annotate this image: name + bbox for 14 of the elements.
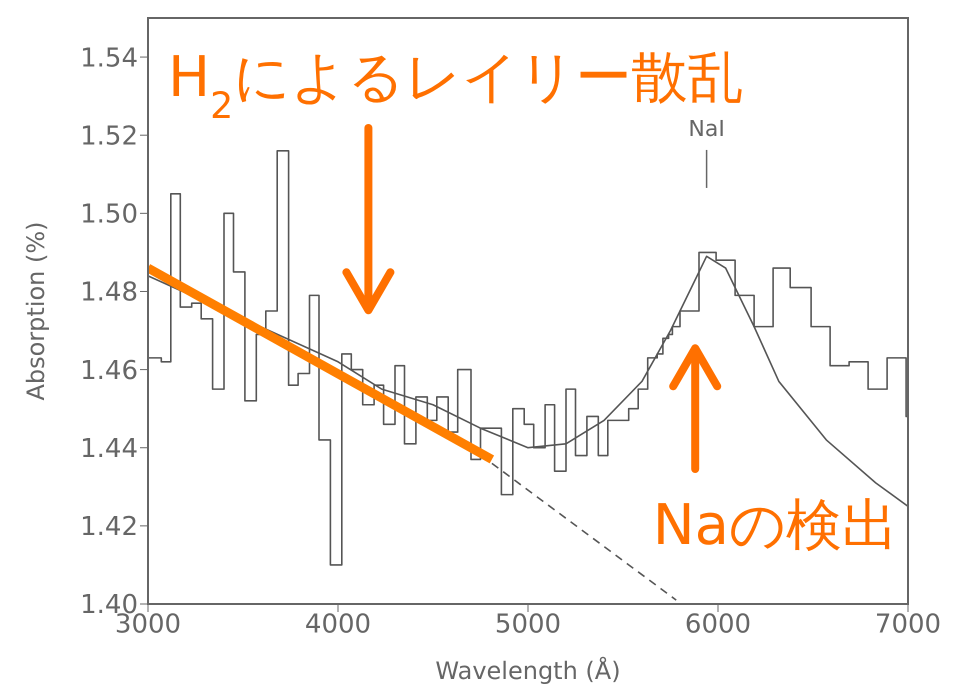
annotation: Naの検出 <box>652 493 898 558</box>
x-tick-label: 7000 <box>874 609 942 640</box>
x-tick-label: 5000 <box>494 609 562 640</box>
y-tick-label: 1.42 <box>80 512 138 542</box>
y-axis-title: Absorption (%) <box>22 221 50 401</box>
x-axis-title: Wavelength (Å) <box>435 656 621 685</box>
y-tick-label: 1.48 <box>80 278 138 308</box>
y-tick-label: 1.50 <box>80 200 138 230</box>
y-tick-label: 1.44 <box>80 434 138 464</box>
y-tick-label: 1.54 <box>80 43 138 74</box>
x-tick-label: 4000 <box>304 609 372 640</box>
x-tick-label: 6000 <box>684 609 752 640</box>
y-tick-label: 1.52 <box>80 121 138 152</box>
y-tick-label: 1.46 <box>80 356 138 386</box>
